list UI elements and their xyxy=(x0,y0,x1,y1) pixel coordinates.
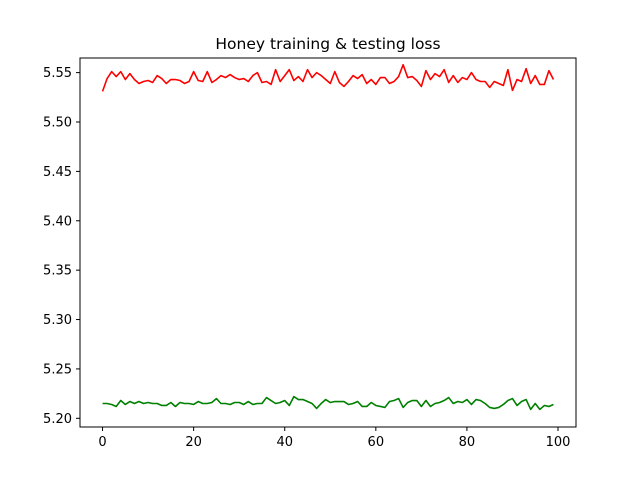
axis-layer: 0 20 40 60 80 100 5.20 5.25 5.30 5.35 5.40 5.45 5.50… xyxy=(43,66,570,450)
x-tick-label: 60 xyxy=(368,435,385,450)
series-layer xyxy=(101,63,555,411)
x-tick-label: 0 xyxy=(98,435,106,450)
x-tick-label: 40 xyxy=(276,435,293,450)
y-tick-label: 5.55 xyxy=(43,66,72,81)
y-tick-label: 5.25 xyxy=(43,362,72,377)
y-tick-label: 5.35 xyxy=(43,264,72,279)
x-tick-label: 20 xyxy=(185,435,202,450)
chart-title: Honey training & testing loss xyxy=(215,35,440,53)
series-line-2 xyxy=(102,395,554,411)
y-tick-label: 5.20 xyxy=(43,412,72,427)
plot-frame xyxy=(79,57,577,428)
series-line-1 xyxy=(101,63,555,92)
y-tick-label: 5.40 xyxy=(43,214,72,229)
x-tick-label: 100 xyxy=(546,435,571,450)
y-tick-label: 5.45 xyxy=(43,165,72,180)
y-tick-label: 5.30 xyxy=(43,313,72,328)
y-tick-label: 5.50 xyxy=(43,116,72,131)
x-tick-label: 80 xyxy=(459,435,476,450)
